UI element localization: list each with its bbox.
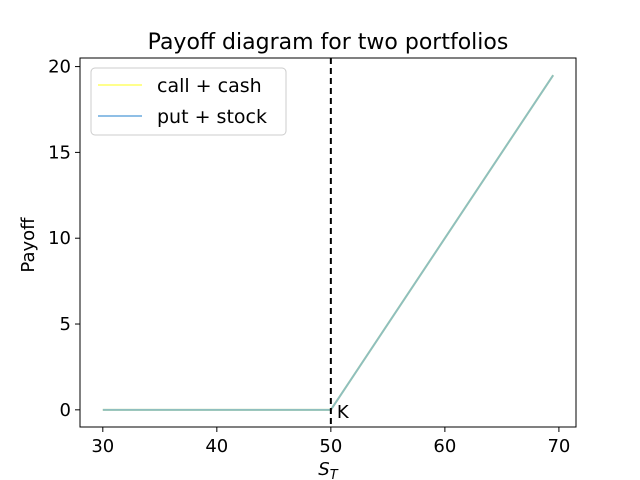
x-axis-label: ST [318, 459, 338, 480]
y-tick-label-10: 10 [48, 228, 71, 249]
legend: call + cash put + stock [90, 67, 287, 136]
y-tick-label-5: 5 [60, 314, 71, 335]
legend-label-put-stock: put + stock [157, 106, 267, 128]
x-tick-label-50: 50 [319, 436, 342, 457]
x-tick-label-60: 60 [433, 436, 456, 457]
strike-label: K [337, 402, 350, 423]
x-tick-label-40: 40 [205, 436, 228, 457]
x-axis-label-sub: T [330, 468, 339, 480]
x-axis-label-main: S [318, 459, 329, 480]
x-tick-label-30: 30 [91, 436, 114, 457]
plot-frame [79, 57, 577, 428]
legend-label-call-cash: call + cash [157, 75, 262, 97]
y-tick-label-20: 20 [48, 57, 71, 78]
y-tick-label-0: 0 [60, 400, 71, 421]
chart-title: Payoff diagram for two portfolios [148, 30, 509, 55]
y-axis-label: Payoff [18, 217, 39, 273]
y-tick-label-15: 15 [48, 142, 71, 163]
x-tick-label-70: 70 [547, 436, 570, 457]
